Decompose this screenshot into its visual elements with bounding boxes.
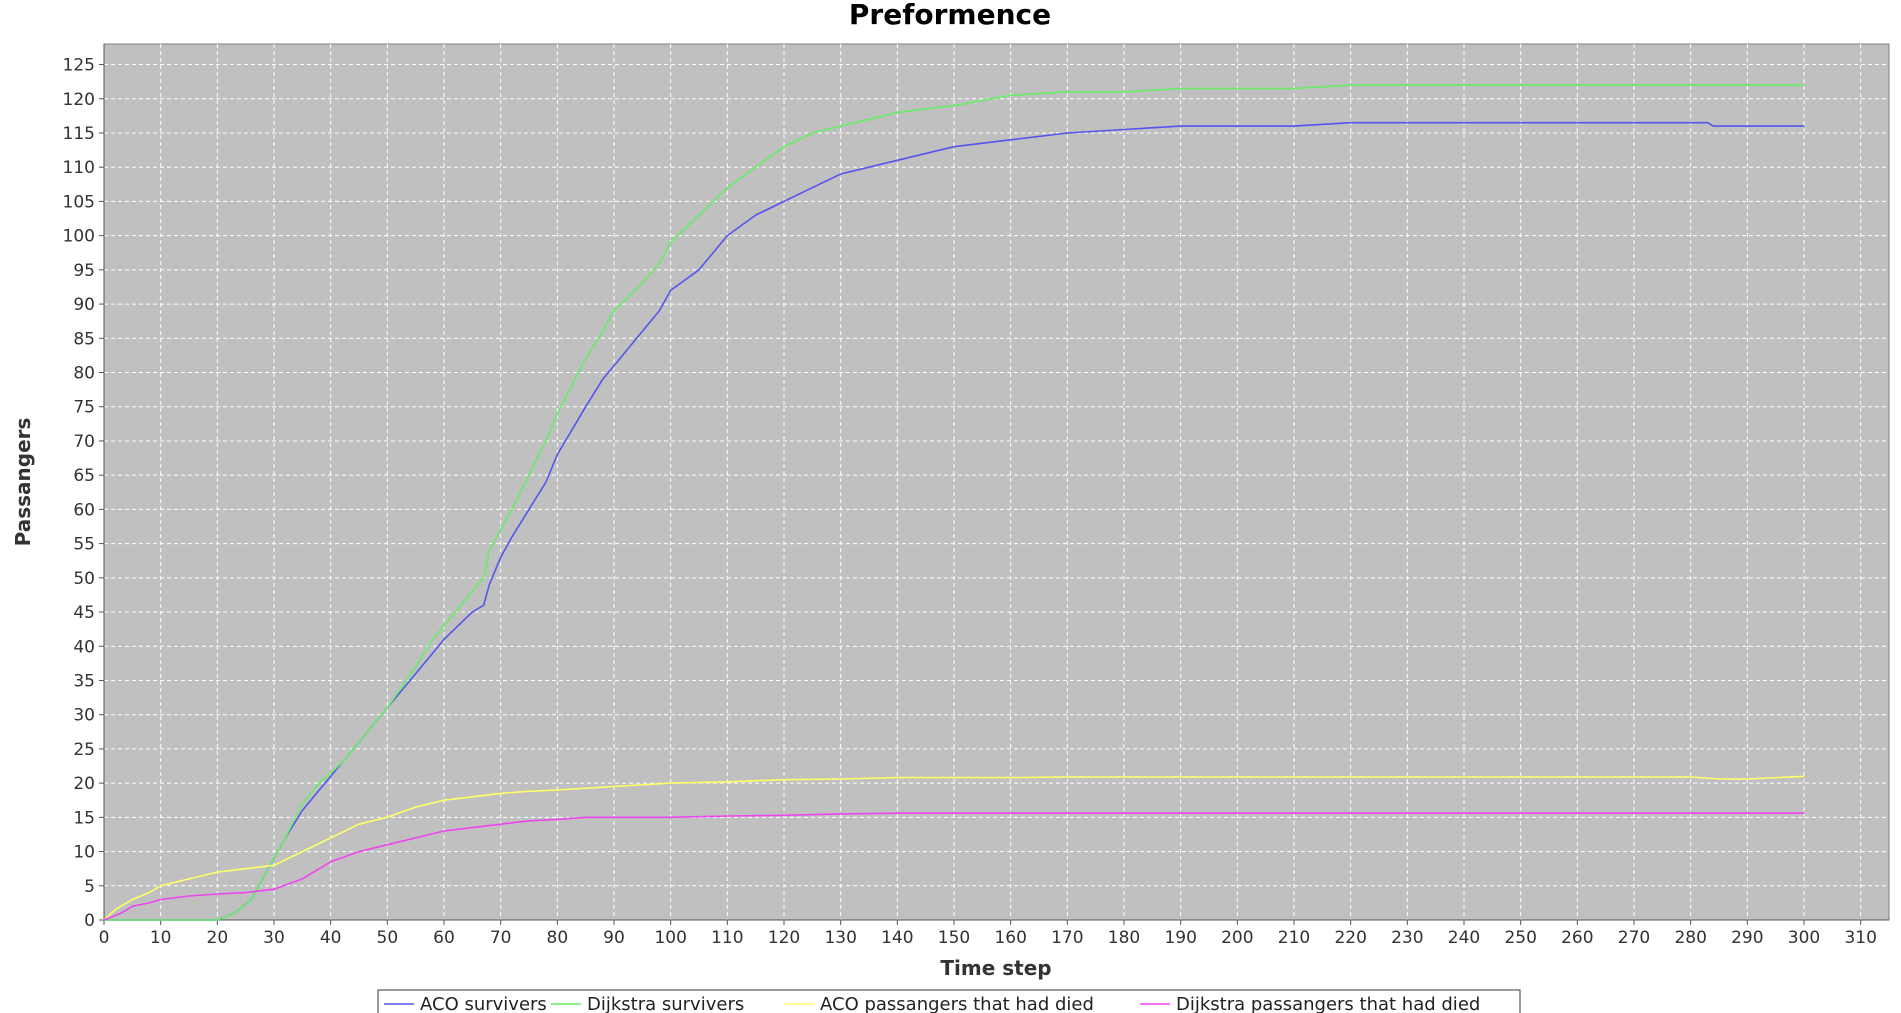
x-tick-label: 170 bbox=[1051, 928, 1083, 948]
legend-label: Dijkstra survivers bbox=[587, 994, 744, 1013]
x-tick-label: 60 bbox=[433, 928, 455, 948]
x-tick-label: 240 bbox=[1448, 928, 1480, 948]
x-axis-title: Time step bbox=[940, 956, 1051, 980]
x-tick-label: 310 bbox=[1844, 928, 1876, 948]
y-tick-label: 100 bbox=[63, 227, 95, 247]
x-tick-label: 190 bbox=[1164, 928, 1196, 948]
x-tick-label: 90 bbox=[603, 928, 625, 948]
x-tick-label: 10 bbox=[150, 928, 172, 948]
y-tick-label: 5 bbox=[84, 877, 95, 897]
x-tick-label: 0 bbox=[99, 928, 110, 948]
series-line-aco-survivers bbox=[104, 121, 1804, 921]
x-tick-label: 220 bbox=[1334, 928, 1366, 948]
x-tick-label: 250 bbox=[1504, 928, 1536, 948]
series-line-aco-passangers-that-had-died bbox=[103, 775, 1805, 921]
x-tick-label: 140 bbox=[881, 928, 913, 948]
y-tick-label: 30 bbox=[73, 706, 95, 726]
y-tick-label: 25 bbox=[73, 740, 95, 760]
y-tick-label: 65 bbox=[73, 466, 95, 486]
x-tick-label: 100 bbox=[654, 928, 686, 948]
y-tick-label: 50 bbox=[73, 569, 95, 589]
y-tick-label: 45 bbox=[73, 603, 95, 623]
legend-label: Dijkstra passangers that had died bbox=[1176, 994, 1480, 1013]
y-tick-label: 125 bbox=[63, 56, 95, 76]
axes: 0 5 10 15 20 25 30 35 40 45 50 55 60 65 70 75 80 85 90 95 10… bbox=[63, 44, 1889, 948]
y-tick-label: 0 bbox=[84, 911, 95, 931]
y-tick-label: 35 bbox=[73, 671, 95, 691]
y-tick-label: 15 bbox=[73, 808, 95, 828]
y-tick-label: 90 bbox=[73, 295, 95, 315]
y-tick-label: 75 bbox=[73, 398, 95, 418]
x-tick-label: 120 bbox=[768, 928, 800, 948]
y-tick-label: 85 bbox=[73, 329, 95, 349]
x-tick-label: 160 bbox=[994, 928, 1026, 948]
legend-label: ACO survivers bbox=[420, 994, 547, 1013]
x-tick-label: 150 bbox=[938, 928, 970, 948]
series-line-dijkstra-passangers-that-had-died bbox=[103, 812, 1804, 921]
x-tick-label: 270 bbox=[1618, 928, 1650, 948]
y-tick-label: 70 bbox=[73, 432, 95, 452]
chart-title: Preformence bbox=[849, 0, 1051, 31]
y-tick-label: 40 bbox=[73, 637, 95, 657]
y-tick-label: 55 bbox=[73, 535, 95, 555]
x-tick-label: 290 bbox=[1731, 928, 1763, 948]
x-tick-label: 280 bbox=[1674, 928, 1706, 948]
y-tick-label: 20 bbox=[73, 774, 95, 794]
x-tick-label: 70 bbox=[490, 928, 512, 948]
x-tick-label: 50 bbox=[377, 928, 399, 948]
x-tick-label: 80 bbox=[547, 928, 569, 948]
y-tick-label: 110 bbox=[63, 158, 95, 178]
y-tick-label: 60 bbox=[73, 500, 95, 520]
y-tick-label: 10 bbox=[73, 843, 95, 863]
x-tick-label: 130 bbox=[824, 928, 856, 948]
y-tick-label: 105 bbox=[63, 192, 95, 212]
y-tick-label: 80 bbox=[73, 364, 95, 384]
series-line-dijkstra-survivers bbox=[104, 84, 1804, 921]
series-lines bbox=[103, 84, 1805, 921]
x-tick-label: 180 bbox=[1108, 928, 1140, 948]
x-tick-label: 260 bbox=[1561, 928, 1593, 948]
x-tick-label: 20 bbox=[207, 928, 229, 948]
legend-box bbox=[377, 989, 1521, 1013]
legend: ACO survivers Dijkstra survivers ACO passa… bbox=[377, 989, 1521, 1013]
legend-label: ACO passangers that had died bbox=[820, 994, 1094, 1013]
y-tick-label: 115 bbox=[63, 124, 95, 144]
grid-lines bbox=[104, 44, 1889, 920]
x-tick-label: 40 bbox=[320, 928, 342, 948]
x-tick-label: 30 bbox=[263, 928, 285, 948]
y-axis-title: Passangers bbox=[11, 418, 35, 547]
x-tick-label: 110 bbox=[711, 928, 743, 948]
x-tick-label: 230 bbox=[1391, 928, 1423, 948]
y-tick-label: 95 bbox=[73, 261, 95, 281]
plot-area bbox=[103, 43, 1890, 921]
x-tick-label: 200 bbox=[1221, 928, 1253, 948]
x-tick-label: 210 bbox=[1278, 928, 1310, 948]
y-tick-label: 120 bbox=[63, 90, 95, 110]
x-tick-label: 300 bbox=[1788, 928, 1820, 948]
